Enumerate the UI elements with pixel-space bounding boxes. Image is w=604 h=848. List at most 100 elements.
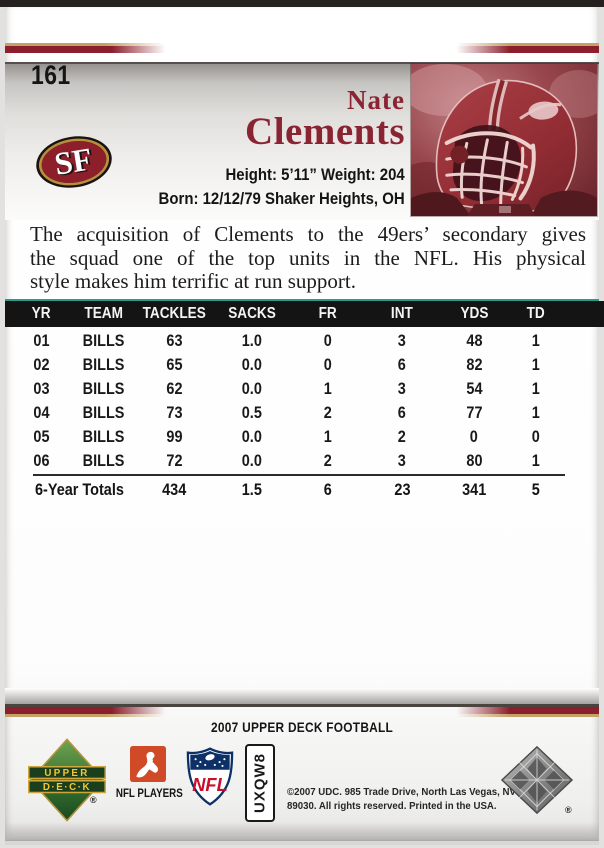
stat-cell: TACKLES bbox=[142, 305, 206, 322]
stat-cell: 06 bbox=[32, 451, 50, 470]
stat-cell: 04 bbox=[32, 403, 50, 422]
stat-cell: 6 bbox=[397, 355, 407, 374]
stat-cell: 341 bbox=[461, 480, 487, 499]
nfl-players-label-text: NFL PLAYERS bbox=[115, 788, 183, 800]
player-name: Nate Clements bbox=[125, 85, 405, 153]
stat-cell: 1 bbox=[323, 379, 333, 398]
card-number: 161 bbox=[31, 60, 78, 91]
upper-deck-hologram bbox=[500, 745, 574, 815]
card-code-box: UXQW8 bbox=[245, 744, 275, 822]
team-logo-shadow-text: SF bbox=[54, 141, 97, 182]
stat-cell: INT bbox=[391, 305, 413, 322]
stat-cell: YR bbox=[31, 305, 51, 322]
totals-divider bbox=[33, 474, 565, 476]
stat-cell: 434 bbox=[161, 480, 187, 499]
player-first-name: Nate bbox=[347, 85, 405, 115]
table-row: 03 BILLS 62 0.0 1 3 54 1 bbox=[5, 377, 599, 401]
bio-born: Born: 12/12/79 Shaker Heights, OH bbox=[158, 189, 405, 208]
stat-cell: 0.0 bbox=[241, 427, 263, 446]
stat-cell: 1 bbox=[323, 427, 333, 446]
stat-cell: 63 bbox=[165, 331, 183, 350]
stat-cell: YDS bbox=[460, 305, 488, 322]
stats-table-body: 01 BILLS 63 1.0 0 3 48 1 02 BILLS 65 0.0 0 6 82 1 03 BILL… bbox=[5, 329, 599, 473]
stat-cell: 2 bbox=[323, 403, 333, 422]
stat-cell: SACKS bbox=[228, 305, 276, 322]
stat-cell: 3 bbox=[397, 331, 407, 350]
stat-cell: BILLS bbox=[83, 403, 125, 422]
stats-table-header: YR TEAM TACKLES SACKS FR INT YDS TD bbox=[5, 301, 604, 327]
stat-cell: 23 bbox=[393, 480, 411, 499]
card-number-text: 161 bbox=[31, 60, 71, 90]
stat-cell: 6 bbox=[323, 480, 333, 499]
stat-cell: 01 bbox=[32, 331, 50, 350]
stat-cell: 1.5 bbox=[241, 480, 263, 499]
stat-cell: 1 bbox=[531, 451, 541, 470]
stat-cell: 54 bbox=[465, 379, 483, 398]
card-code-text: UXQW8 bbox=[251, 752, 269, 814]
bio-height-weight: Height: 5’11” Weight: 204 bbox=[225, 165, 405, 184]
copyright-line2: 89030. All rights reserved. Printed in t… bbox=[287, 799, 497, 812]
footer-gradient-band bbox=[5, 688, 599, 704]
stat-cell: 0.0 bbox=[241, 355, 263, 374]
upper-deck-logo: UPPER D·E·C·K bbox=[28, 738, 106, 822]
stat-cell: 0 bbox=[531, 427, 541, 446]
description-line: the squad one of the top units in the NF… bbox=[30, 245, 586, 270]
stat-cell: 0 bbox=[469, 427, 479, 446]
description-line: style makes him terrific at run support. bbox=[30, 269, 357, 294]
stat-cell: 05 bbox=[32, 427, 50, 446]
stat-cell: 1 bbox=[531, 403, 541, 422]
stat-cell: 62 bbox=[165, 379, 183, 398]
stat-cell: BILLS bbox=[83, 427, 125, 446]
upper-deck-word-deck: D·E·C·K bbox=[43, 782, 91, 793]
stat-cell: BILLS bbox=[83, 451, 125, 470]
registered-icon: ® bbox=[565, 805, 572, 815]
table-row: 04 BILLS 73 0.5 2 6 77 1 bbox=[5, 401, 599, 425]
team-logo-text: SF bbox=[52, 140, 95, 181]
helmet-photo-art bbox=[393, 64, 604, 218]
player-last-name: Clements bbox=[245, 110, 405, 153]
nfl-players-label: NFL PLAYERS bbox=[104, 788, 194, 800]
description-line: The acquisition of Clements to the 49ers… bbox=[30, 222, 586, 246]
stat-cell: 65 bbox=[165, 355, 183, 374]
top-maroon-stripe bbox=[5, 46, 599, 53]
table-row: 01 BILLS 63 1.0 0 3 48 1 bbox=[5, 329, 599, 353]
stat-cell: 99 bbox=[165, 427, 183, 446]
stat-cell: 82 bbox=[465, 355, 483, 374]
nfl-shield-logo: NFL bbox=[186, 747, 234, 806]
stat-cell: 0.0 bbox=[241, 451, 263, 470]
upper-deck-word-upper: UPPER bbox=[44, 768, 89, 779]
stat-cell: 80 bbox=[465, 451, 483, 470]
teal-accent-line bbox=[5, 299, 599, 301]
stat-cell: 72 bbox=[165, 451, 183, 470]
player-bio: Height: 5’11” Weight: 204 Born: 12/12/79… bbox=[75, 163, 405, 211]
stat-cell: 0.0 bbox=[241, 379, 263, 398]
card-bottom-shadow bbox=[5, 822, 599, 841]
scan-top-edge bbox=[0, 0, 604, 7]
set-name: 2007 UPPER DECK FOOTBALL bbox=[0, 719, 604, 735]
bottom-maroon-stripe bbox=[5, 707, 599, 714]
stat-cell: BILLS bbox=[83, 379, 125, 398]
table-row: 02 BILLS 65 0.0 0 6 82 1 bbox=[5, 353, 599, 377]
stat-cell: 0 bbox=[323, 331, 333, 350]
set-name-text: 2007 UPPER DECK FOOTBALL bbox=[210, 719, 394, 735]
stat-cell: TD bbox=[526, 305, 546, 322]
stat-cell: TEAM bbox=[84, 305, 124, 322]
scan-bottom-edge bbox=[5, 841, 599, 845]
player-description: The acquisition of Clements to the 49ers… bbox=[30, 222, 586, 294]
stat-cell: BILLS bbox=[83, 331, 125, 350]
stat-cell: 02 bbox=[32, 355, 50, 374]
stat-cell: 2 bbox=[323, 451, 333, 470]
stat-cell: 0.5 bbox=[241, 403, 263, 422]
stats-totals-row: 6-Year Totals 434 1.5 6 23 341 5 bbox=[5, 478, 604, 502]
sf-49ers-logo: SF SF bbox=[36, 136, 112, 188]
nfl-shield-text: NFL bbox=[192, 774, 227, 795]
stat-cell: 3 bbox=[397, 451, 407, 470]
stat-cell: 0 bbox=[323, 355, 333, 374]
stat-cell: BILLS bbox=[83, 355, 125, 374]
stat-cell: 1 bbox=[531, 355, 541, 374]
stat-cell: 73 bbox=[165, 403, 183, 422]
stat-cell: FR bbox=[318, 305, 338, 322]
player-photo bbox=[393, 63, 604, 218]
registered-icon: ® bbox=[90, 795, 97, 805]
